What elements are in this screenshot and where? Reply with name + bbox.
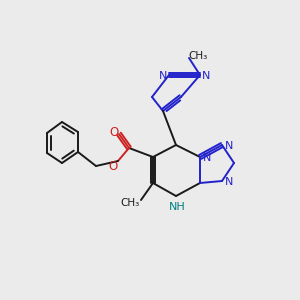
Text: N: N [225, 141, 233, 151]
Text: CH₃: CH₃ [120, 198, 140, 208]
Text: O: O [108, 160, 118, 172]
Text: N: N [203, 153, 211, 163]
Text: N: N [159, 71, 167, 81]
Text: NH: NH [169, 202, 185, 212]
Text: N: N [202, 71, 210, 81]
Text: CH₃: CH₃ [188, 51, 208, 61]
Text: N: N [225, 177, 233, 187]
Text: O: O [110, 125, 118, 139]
